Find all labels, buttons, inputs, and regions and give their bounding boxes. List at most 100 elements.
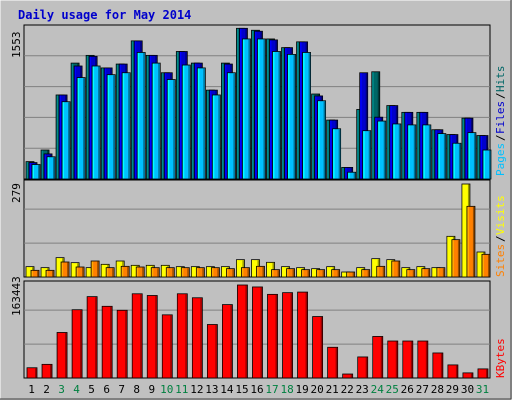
top-bar-pages-day-6	[106, 74, 116, 180]
bottom-bar-kbytes-day-3	[56, 332, 68, 379]
bottom-bar-kbytes-day-13	[206, 324, 218, 379]
top-legend-hits: Hits	[494, 66, 507, 93]
x-tick-label: 6	[103, 383, 110, 396]
top-bar-pages-day-20	[317, 100, 327, 180]
x-tick-label: 9	[148, 383, 155, 396]
middle-bar-sites-day-4	[75, 266, 85, 278]
top-legend-separator: /	[494, 92, 507, 99]
middle-bar-sites-day-8	[135, 266, 145, 278]
bottom-bar-kbytes-day-5	[86, 296, 98, 379]
bottom-bar-kbytes-day-1	[26, 367, 38, 379]
bottom-bar-kbytes-day-8	[131, 293, 143, 379]
top-bar-pages-day-29	[452, 142, 462, 180]
middle-bar-sites-day-5	[90, 260, 100, 278]
top-bar-pages-day-23	[362, 130, 372, 180]
bottom-bar-kbytes-day-31	[477, 368, 489, 379]
middle-bar-sites-day-11	[180, 267, 190, 278]
top-panel	[23, 24, 492, 180]
middle-bar-sites-day-15	[241, 267, 250, 278]
middle-bar-sites-day-24	[376, 265, 386, 278]
x-tick-label: 17	[265, 383, 278, 396]
top-bar-pages-day-1	[31, 164, 41, 180]
top-bar-pages-day-15	[242, 38, 251, 180]
top-bar-pages-day-12	[196, 67, 206, 180]
middle-bar-sites-day-23	[361, 269, 371, 278]
x-tick-label: 24	[371, 383, 385, 396]
top-bar-pages-day-8	[136, 52, 146, 180]
top-bar-pages-day-30	[467, 132, 477, 180]
middle-bar-sites-day-18	[286, 268, 295, 278]
top-bar-pages-day-25	[392, 123, 402, 180]
bottom-bar-kbytes-day-14	[222, 304, 233, 379]
bottom-bar-kbytes-day-20	[312, 316, 324, 379]
x-tick-label: 21	[326, 383, 339, 396]
bottom-bar-kbytes-day-19	[297, 291, 308, 379]
x-tick-label: 8	[133, 383, 140, 396]
bottom-bar-kbytes-day-17	[267, 293, 278, 379]
x-tick-label: 13	[205, 383, 218, 396]
x-tick-label: 11	[175, 383, 188, 396]
x-tick-label: 25	[386, 383, 399, 396]
middle-bar-sites-day-22	[346, 271, 356, 278]
top-bar-pages-day-14	[227, 72, 236, 180]
bottom-legend-kbytes: KBytes	[494, 338, 507, 378]
x-tick-label: 7	[118, 383, 125, 396]
x-tick-label: 22	[341, 383, 354, 396]
bottom-panel	[23, 280, 491, 379]
middle-bar-sites-day-25	[391, 260, 401, 278]
middle-bar-sites-day-20	[316, 269, 326, 278]
x-tick-label: 5	[88, 383, 95, 396]
bottom-bar-kbytes-day-21	[327, 346, 339, 379]
top-legend-files: Files	[494, 101, 507, 134]
top-bar-pages-day-18	[287, 54, 296, 180]
x-tick-label: 18	[280, 383, 293, 396]
bottom-bar-kbytes-day-27	[417, 340, 429, 379]
x-tick-label: 15	[235, 383, 248, 396]
bottom-bar-kbytes-day-18	[282, 292, 293, 379]
middle-legend-separator: /	[494, 235, 507, 242]
bottom-bar-kbytes-day-2	[41, 363, 53, 379]
middle-bar-sites-day-6	[105, 267, 115, 278]
top-bar-pages-day-31	[482, 149, 492, 180]
top-bar-pages-day-2	[46, 156, 56, 180]
bottom-bar-kbytes-day-9	[146, 295, 158, 379]
middle-bar-sites-day-28	[436, 267, 446, 278]
top-bar-pages-day-16	[257, 38, 266, 180]
x-tick-label: 29	[446, 383, 459, 396]
bottom-bar-kbytes-day-28	[432, 352, 444, 379]
top-legend-pages: Pages	[494, 143, 507, 176]
middle-bar-sites-day-12	[195, 267, 205, 278]
bottom-bar-kbytes-day-22	[342, 373, 354, 379]
x-tick-label: 28	[431, 383, 444, 396]
middle-bar-sites-day-3	[60, 261, 70, 278]
top-max-label: 1553	[10, 32, 23, 59]
middle-bar-sites-day-2	[45, 269, 55, 278]
bottom-bar-kbytes-day-24	[372, 336, 384, 379]
middle-bar-sites-day-19	[301, 269, 310, 278]
x-tick-label: 10	[160, 383, 173, 396]
middle-panel	[23, 179, 491, 278]
bottom-bar-kbytes-day-23	[357, 356, 369, 379]
bottom-bar-kbytes-day-7	[116, 309, 128, 379]
middle-bar-sites-day-26	[406, 269, 416, 278]
middle-max-label: 279	[10, 183, 23, 203]
middle-legend-visits: Visits	[494, 195, 507, 235]
top-bar-pages-day-4	[76, 77, 86, 180]
bottom-bar-kbytes-day-4	[71, 309, 83, 379]
top-bar-pages-day-22	[347, 171, 357, 180]
x-tick-label: 1	[28, 383, 35, 396]
middle-bar-sites-day-13	[210, 267, 220, 278]
middle-bar-sites-day-10	[165, 267, 175, 278]
middle-bar-sites-day-21	[331, 269, 341, 278]
middle-bar-sites-day-17	[271, 269, 280, 278]
x-tick-label: 19	[295, 383, 308, 396]
bottom-max-label: 163443	[10, 276, 23, 316]
bottom-bar-kbytes-day-26	[402, 340, 414, 379]
chart-title: Daily usage for May 2014	[18, 8, 191, 22]
middle-bar-sites-day-29	[451, 239, 461, 278]
top-bar-pages-day-17	[272, 51, 281, 180]
x-tick-label: 31	[476, 383, 489, 396]
top-bar-pages-day-9	[151, 62, 161, 180]
top-bar-pages-day-7	[121, 72, 131, 180]
